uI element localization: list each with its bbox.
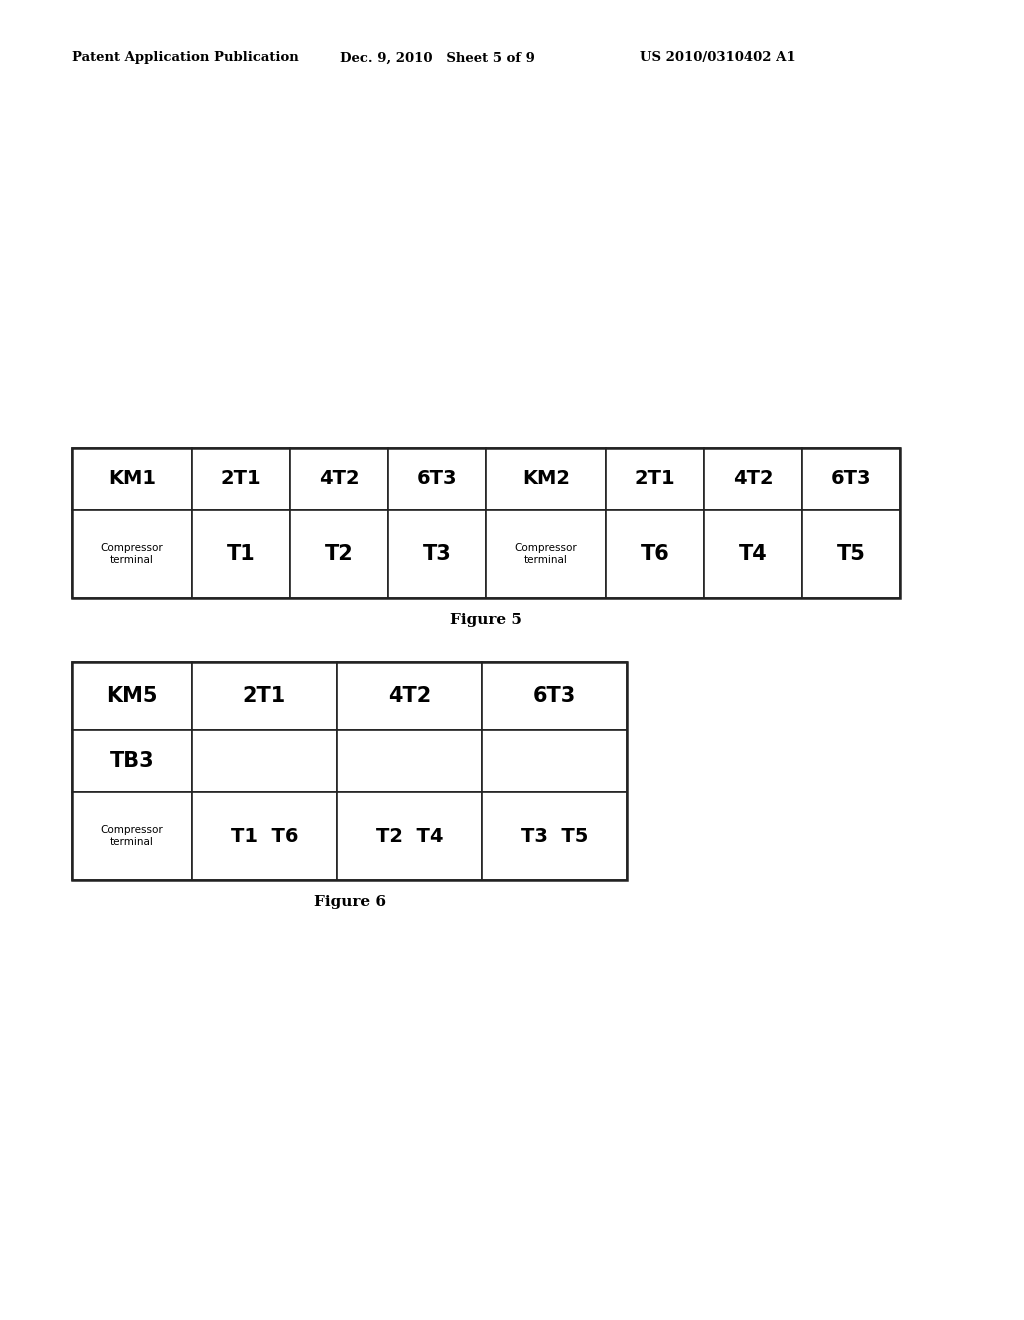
Text: 4T2: 4T2 [388, 686, 431, 706]
Text: 6T3: 6T3 [830, 470, 871, 488]
Text: 6T3: 6T3 [417, 470, 458, 488]
Bar [802, 447, 900, 510]
Bar [337, 730, 482, 792]
Bar [72, 510, 193, 598]
Text: T3  T5: T3 T5 [521, 826, 588, 846]
Text: Dec. 9, 2010   Sheet 5 of 9: Dec. 9, 2010 Sheet 5 of 9 [340, 51, 535, 65]
Bar [705, 510, 802, 598]
Text: Compressor
terminal: Compressor terminal [515, 543, 578, 565]
Text: T5: T5 [837, 544, 865, 564]
Bar [72, 792, 193, 880]
Text: 4T2: 4T2 [318, 470, 359, 488]
Bar [486, 447, 606, 510]
Text: T2: T2 [325, 544, 353, 564]
Bar [606, 510, 705, 598]
Text: KM5: KM5 [106, 686, 158, 706]
Text: T1: T1 [226, 544, 255, 564]
Bar [193, 730, 337, 792]
Bar [193, 663, 337, 730]
Bar [72, 730, 193, 792]
Text: Figure 6: Figure 6 [313, 895, 385, 909]
Text: KM1: KM1 [108, 470, 156, 488]
Text: Compressor
terminal: Compressor terminal [100, 825, 164, 847]
Bar [193, 510, 290, 598]
Bar [606, 447, 705, 510]
Bar [486, 510, 606, 598]
Text: Figure 5: Figure 5 [451, 612, 522, 627]
Bar [193, 447, 290, 510]
Bar [72, 447, 193, 510]
Text: T3: T3 [423, 544, 452, 564]
Bar [290, 510, 388, 598]
Text: 2T1: 2T1 [221, 470, 261, 488]
Bar [705, 447, 802, 510]
Bar [482, 730, 627, 792]
Text: Patent Application Publication: Patent Application Publication [72, 51, 299, 65]
Text: 4T2: 4T2 [733, 470, 773, 488]
Text: T2  T4: T2 T4 [376, 826, 443, 846]
Bar [72, 447, 900, 598]
Text: T4: T4 [738, 544, 767, 564]
Text: 2T1: 2T1 [635, 470, 675, 488]
Text: KM2: KM2 [522, 470, 570, 488]
Text: T6: T6 [641, 544, 670, 564]
Bar [337, 792, 482, 880]
Bar [337, 663, 482, 730]
Text: TB3: TB3 [110, 751, 155, 771]
Text: T1  T6: T1 T6 [230, 826, 298, 846]
Text: US 2010/0310402 A1: US 2010/0310402 A1 [640, 51, 796, 65]
Bar [72, 663, 627, 880]
Bar [290, 447, 388, 510]
Bar [482, 792, 627, 880]
Text: 6T3: 6T3 [532, 686, 577, 706]
Bar [72, 663, 193, 730]
Text: 2T1: 2T1 [243, 686, 286, 706]
Bar [802, 510, 900, 598]
Text: Compressor
terminal: Compressor terminal [100, 543, 164, 565]
Bar [388, 447, 486, 510]
Bar [482, 663, 627, 730]
Bar [193, 792, 337, 880]
Bar [388, 510, 486, 598]
